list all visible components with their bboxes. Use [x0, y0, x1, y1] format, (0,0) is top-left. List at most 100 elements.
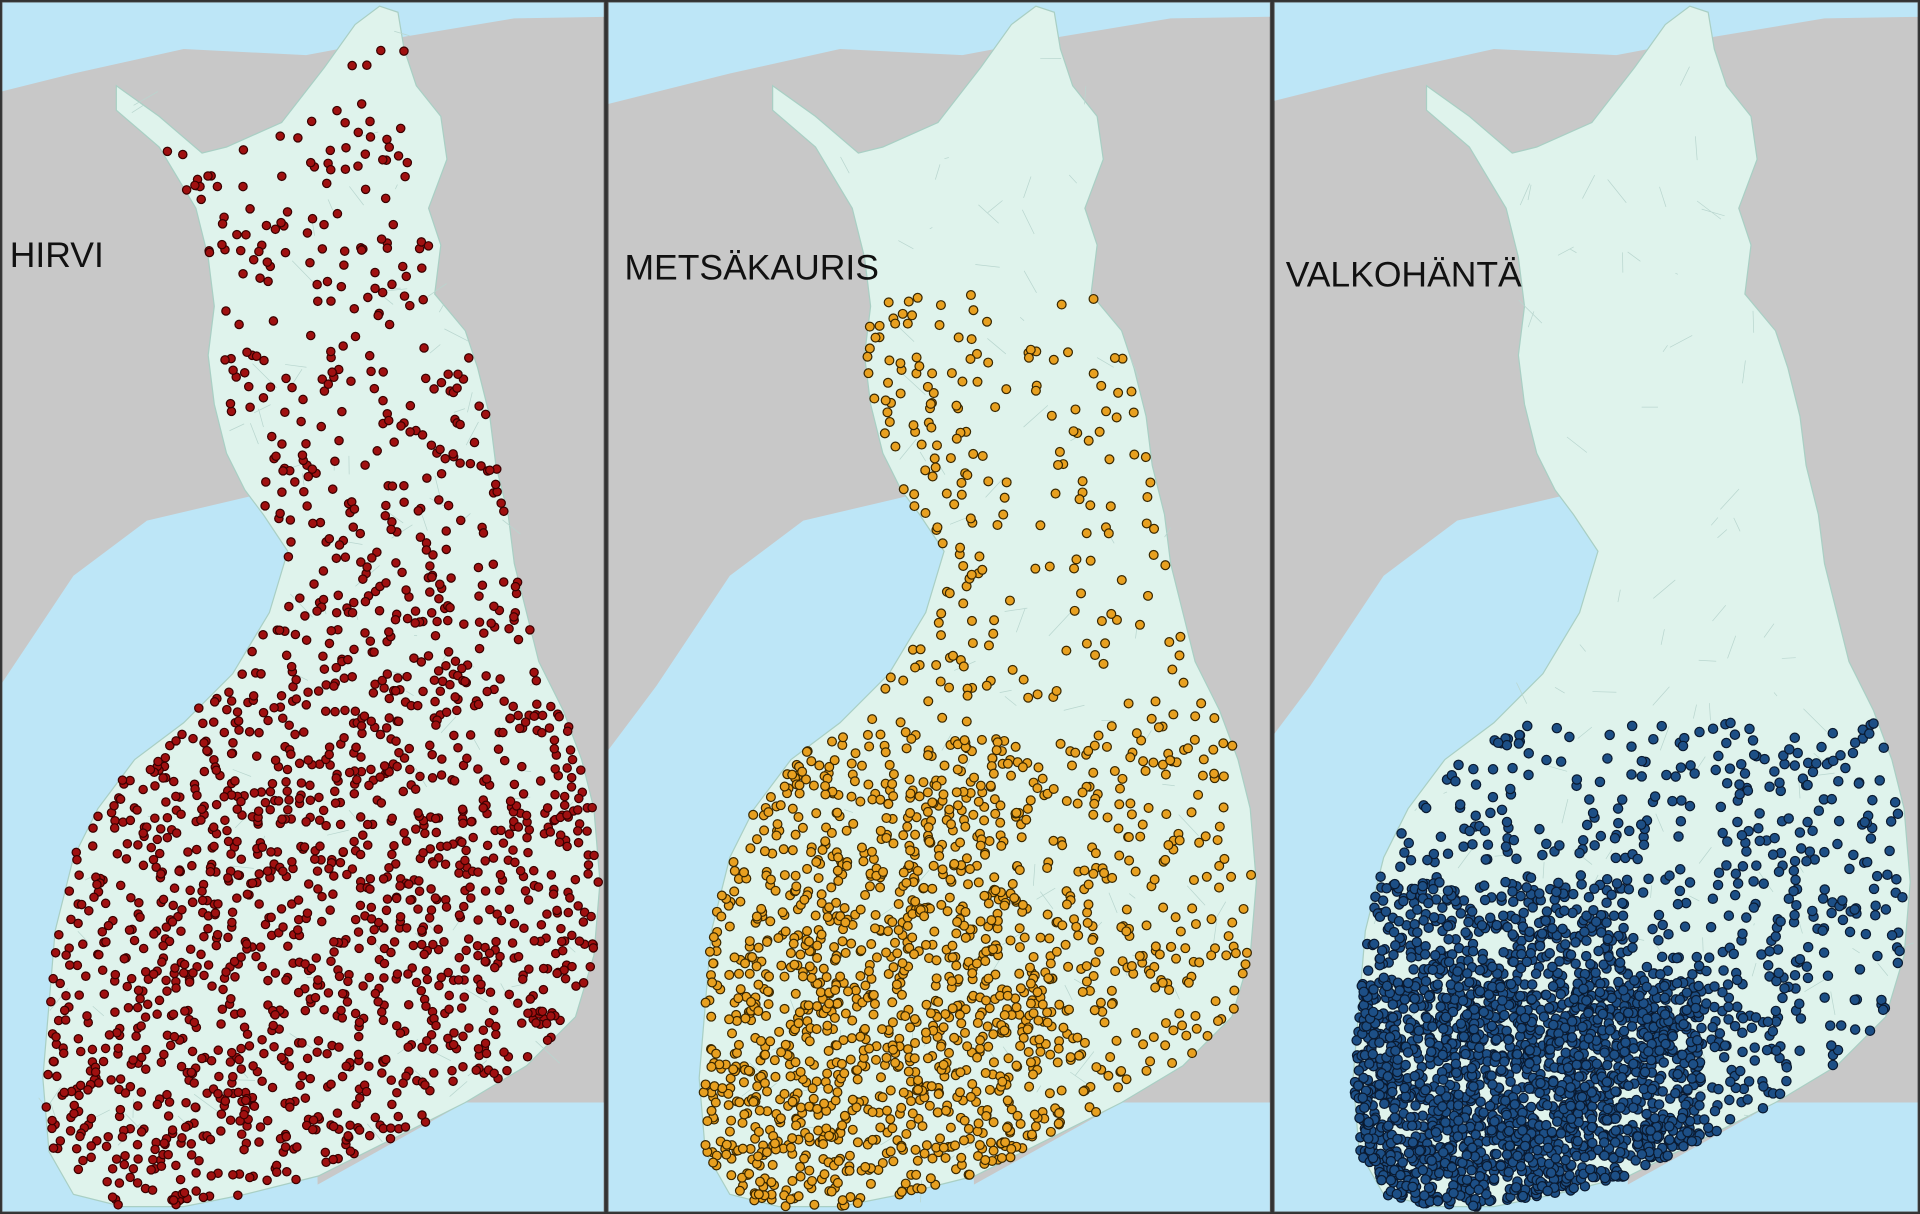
observation-dot — [387, 279, 397, 290]
observation-dot — [818, 1139, 829, 1150]
observation-dot — [582, 826, 592, 836]
observation-dot — [938, 1059, 949, 1070]
observation-dot — [917, 1121, 928, 1132]
observation-dot — [329, 786, 340, 797]
observation-dot — [1014, 865, 1025, 876]
observation-dot — [780, 1201, 791, 1212]
observation-dot — [535, 776, 546, 786]
observation-dot — [75, 1131, 85, 1142]
observation-dot — [1023, 352, 1034, 363]
observation-dot — [1053, 459, 1064, 470]
observation-dot — [403, 969, 413, 979]
observation-dot — [293, 133, 303, 143]
observation-dot — [472, 941, 483, 951]
observation-dot — [386, 1075, 397, 1085]
observation-dot — [1141, 1065, 1152, 1076]
observation-dot — [1105, 1052, 1116, 1063]
observation-dot — [109, 800, 119, 811]
observation-dot — [232, 707, 243, 717]
observation-dot — [574, 936, 585, 946]
observation-dot — [441, 544, 452, 555]
observation-dot — [895, 358, 906, 369]
observation-dot — [947, 952, 958, 963]
observation-dot — [552, 905, 562, 916]
observation-dot — [762, 986, 773, 997]
observation-dot — [753, 1151, 764, 1162]
observation-dot — [387, 1099, 397, 1110]
observation-dot — [795, 949, 806, 960]
observation-dot — [785, 1142, 796, 1153]
observation-dot — [52, 1071, 62, 1082]
observation-dot — [855, 1031, 866, 1042]
observation-dot — [579, 907, 590, 918]
observation-dot — [711, 1048, 722, 1059]
observation-dot — [966, 615, 977, 626]
observation-dot — [351, 742, 361, 753]
observation-dot — [1126, 809, 1137, 820]
observation-dot — [353, 1031, 364, 1042]
observation-dot — [429, 675, 440, 686]
observation-dot — [883, 297, 894, 308]
observation-dot — [583, 860, 594, 870]
observation-dot — [946, 368, 957, 379]
observation-dot — [328, 1121, 339, 1132]
observation-dot — [282, 786, 292, 797]
observation-dot — [431, 827, 442, 838]
observation-dot — [236, 1008, 247, 1018]
observation-dot — [430, 630, 441, 641]
observation-dot — [896, 1186, 907, 1197]
observation-dot — [877, 1092, 888, 1103]
observation-dot — [1214, 860, 1225, 871]
observation-dot — [220, 355, 230, 365]
observation-dot — [589, 850, 599, 861]
observation-dot — [323, 379, 334, 389]
observation-dot — [326, 346, 336, 357]
observation-dot — [181, 1098, 191, 1108]
observation-dot — [330, 456, 340, 467]
observation-dot — [1453, 759, 1464, 771]
observation-dot — [418, 848, 428, 858]
observation-dot — [863, 368, 874, 379]
observation-dot — [337, 988, 348, 999]
observation-dot — [852, 1137, 863, 1148]
observation-dot — [909, 489, 920, 500]
observation-dot — [885, 1114, 896, 1125]
observation-dot — [204, 247, 215, 258]
observation-dot — [392, 969, 403, 979]
observation-dot — [303, 879, 314, 889]
observation-dot — [938, 789, 949, 800]
observation-dot — [1581, 910, 1592, 922]
observation-dot — [326, 625, 337, 636]
observation-dot — [962, 879, 974, 890]
observation-dot — [760, 1049, 771, 1060]
observation-dot — [842, 986, 854, 997]
observation-dot — [989, 615, 1000, 626]
observation-dot — [1892, 808, 1904, 820]
observation-dot — [566, 782, 577, 792]
observation-dot — [249, 788, 260, 798]
observation-dot — [385, 1123, 396, 1133]
observation-dot — [1148, 1032, 1159, 1043]
observation-dot — [875, 1122, 886, 1133]
observation-dot — [1134, 951, 1145, 962]
observation-dot — [1833, 775, 1844, 787]
observation-dot — [360, 184, 371, 195]
observation-dot — [313, 686, 324, 696]
observation-dot — [284, 601, 294, 612]
observation-dot — [1789, 732, 1801, 744]
observation-dot — [128, 1055, 138, 1065]
observation-dot — [358, 574, 368, 584]
observation-dot — [206, 1055, 217, 1066]
observation-dot — [300, 959, 310, 969]
observation-dot — [103, 920, 114, 931]
observation-dot — [414, 876, 424, 886]
observation-dot — [965, 290, 976, 301]
observation-dot — [836, 1058, 847, 1069]
observation-dot — [801, 746, 812, 757]
observation-dot — [388, 219, 399, 230]
observation-dot — [923, 822, 934, 833]
observation-dot — [942, 906, 953, 917]
observation-dot — [203, 923, 213, 934]
observation-dot — [1058, 1022, 1069, 1033]
observation-dot — [488, 1005, 499, 1016]
